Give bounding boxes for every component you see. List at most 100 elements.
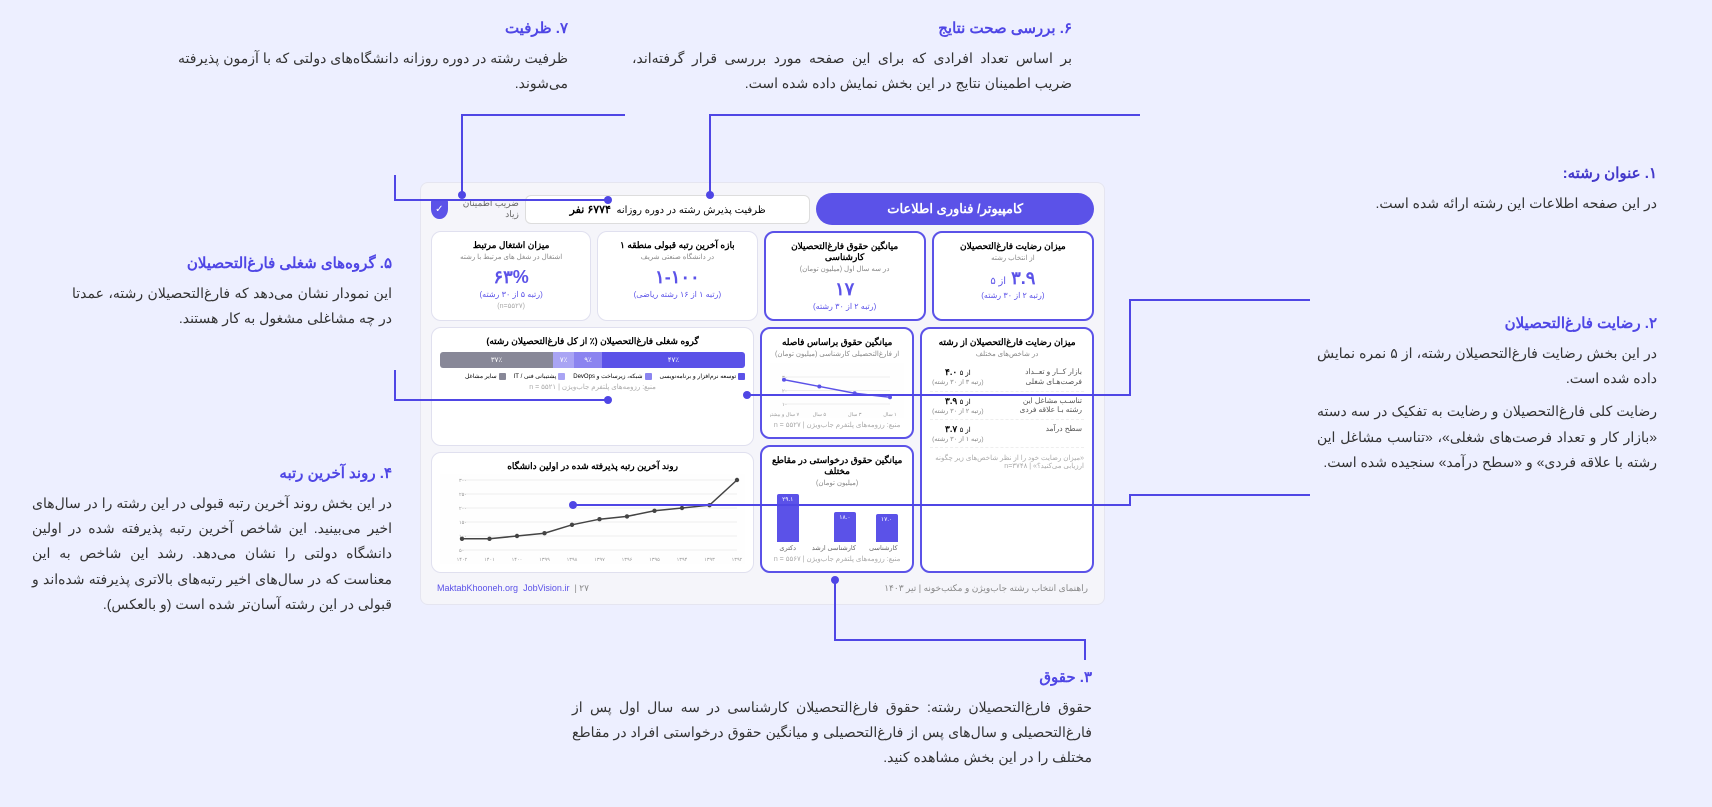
annotation-7-body: ظرفیت رشته در دوره روزانه دانشگاه‌های دو…	[178, 46, 568, 96]
annotation-7-title: ۷. ظرفیت	[178, 15, 568, 42]
svg-text:۱۳۹۸: ۱۳۹۸	[567, 557, 578, 563]
annotation-3-body: حقوق فارغ‌التحصیلان رشته: حقوق فارغ‌التح…	[572, 695, 1092, 771]
footer-link-maktab[interactable]: MaktabKhooneh.org	[437, 583, 518, 593]
svg-text:۱۰: ۱۰	[782, 402, 787, 408]
svg-text:۲۰: ۲۰	[782, 389, 787, 395]
annotation-2-title: ۲. رضایت فارغ‌التحصیلان	[1317, 310, 1657, 337]
annotation-1-body: در این صفحه اطلاعات این رشته ارائه شده ا…	[1342, 191, 1657, 216]
kpi-rank-rank: (رتبه ۱ از ۱۶ رشته ریاضی)	[606, 290, 748, 299]
trend-title: روند آخرین رتبه پذیرفته شده در اولین دان…	[440, 461, 745, 472]
svg-text:۲۵۰: ۲۵۰	[459, 492, 467, 498]
jobs-foot: منبع: رزومه‌های پلتفرم جاب‌ویژن | ۵۵۲۱ =…	[440, 383, 745, 391]
svg-text:۲۰۰: ۲۰۰	[459, 506, 467, 512]
kpi-salary-rank: (رتبه ۲ از ۳۰ رشته)	[774, 302, 916, 311]
svg-text:۵ سال: ۵ سال	[813, 412, 827, 418]
kpi-salary: میانگین حقوق فارغ‌التحصیلان کارشناسی در …	[764, 231, 926, 321]
capacity-label: ظرفیت پذیرش رشته در دوره روزانه	[617, 205, 766, 216]
salary-bar: ۱۷.۰کارشناسی	[869, 514, 897, 552]
jobs-stacked: ۴۷٪۹٪۷٪۳۷٪	[440, 352, 745, 368]
job-segment: ۹٪	[574, 352, 601, 368]
svg-text:۳ سال: ۳ سال	[848, 412, 862, 418]
annotation-4: ۴. روند آخرین رتبه در این بخش روند آخرین…	[32, 460, 392, 617]
kpi-rank-val: ۱-۱۰۰	[606, 267, 748, 288]
svg-text:۱۴۰۱: ۱۴۰۱	[484, 557, 495, 563]
svg-text:۱۳۹۶: ۱۳۹۶	[622, 557, 633, 563]
svg-text:۳۰۰: ۳۰۰	[459, 478, 467, 484]
salary-time-chart: میانگین حقوق براساس فاصله از فارغ‌التحصی…	[760, 327, 914, 439]
kpi-rank-sub: در دانشگاه صنعتی شریف	[606, 253, 748, 261]
salary-bars: ۱۷.۰کارشناسی۱۸.۰کارشناسی ارشد۲۹.۱دکتری	[770, 492, 904, 552]
salary-time-title: میانگین حقوق براساس فاصله	[770, 337, 904, 348]
annotation-3-title: ۳. حقوق	[572, 664, 1092, 691]
capacity-value: ۶۷۷۴ نفر	[570, 204, 611, 216]
sat-row: تناسـب مشاغل این رشته بـا علاقه فردی ۳.۹…	[930, 392, 1084, 421]
shield-icon: ✓	[431, 199, 448, 219]
dashboard: کامپیوتر/ فناوری اطلاعات ظرفیت پذیرش رشت…	[420, 182, 1105, 605]
kpi-rank: بازه آخرین رتبه قبولی منطقه ۱ در دانشگاه…	[597, 231, 757, 321]
salary-time-foot: منبع: رزومه‌های پلتفرم جاب‌ویژن | ۵۵۲۷ =…	[770, 421, 904, 429]
kpi-emp-val: ۶۳%	[440, 267, 582, 288]
svg-text:۱۳۹۷: ۱۳۹۷	[594, 557, 605, 563]
footer-link-jobvision[interactable]: JobVision.ir	[523, 583, 569, 593]
job-segment: ۷٪	[553, 352, 574, 368]
kpi-emp-rank: (رتبه ۵ از ۳۰ رشته)	[440, 290, 582, 299]
kpi-employment: میزان اشتغال مرتبط اشتغال در شغل های مرت…	[431, 231, 591, 321]
kpi-salary-val: ۱۷	[774, 279, 916, 300]
kpi-emp-foot: (n=۵۵۲۷)	[440, 302, 582, 310]
annotation-4-body: در این بخش روند آخرین رتبه قبولی در این …	[32, 491, 392, 617]
trust-badge: ضریب اطمینان زیاد ✓	[431, 198, 519, 220]
footer-right: راهنمای انتخاب رشته جاب‌ویژن و مکتب‌خونه…	[884, 583, 1088, 594]
kpi-satisfaction: میزان رضایت فارغ‌التحصیلان از انتخاب رشت…	[932, 231, 1094, 321]
svg-text:۷ سال و بیشتر: ۷ سال و بیشتر	[770, 412, 799, 418]
annotation-6-body: بر اساس تعداد افرادی که برای این صفحه مو…	[632, 46, 1072, 96]
job-segment: ۳۷٪	[440, 352, 553, 368]
sat-row: سطح درآمد ۳.۷ از ۵ (رتبه ۱ از ۳۰ رشته)	[930, 420, 1084, 448]
annotation-1: ۱. عنوان رشته: در این صفحه اطلاعات این ر…	[1342, 160, 1657, 216]
sat-row: بازار کــار و تعــداد فرصت‌هـای شغلی ۴.۰…	[930, 363, 1084, 392]
kpi-emp-title: میزان اشتغال مرتبط	[440, 240, 582, 251]
kpi-emp-sub: اشتغال در شغل های مرتبط با رشته	[440, 253, 582, 261]
svg-text:۱۳۹۳: ۱۳۹۳	[704, 557, 715, 563]
svg-text:۱۴۰۰: ۱۴۰۰	[512, 557, 523, 563]
job-segment: ۴۷٪	[602, 352, 745, 368]
jobs-title: گروه شغلی فارغ‌التحصیلان (٪ از کل فارغ‌ا…	[440, 336, 745, 347]
svg-text:۱۴۰۲: ۱۴۰۲	[457, 557, 468, 563]
annotation-5-body: این نمودار نشان می‌دهد که فارغ‌التحصیلان…	[72, 281, 392, 331]
svg-text:۵۰: ۵۰	[459, 548, 464, 554]
annotation-2-body2: رضایت کلی فارغ‌التحصیلان و رضایت به تفکی…	[1317, 399, 1657, 475]
legend-item: پشتیبانی فنی / IT	[514, 373, 566, 380]
annotation-3: ۳. حقوق حقوق فارغ‌التحصیلان رشته: حقوق ف…	[572, 664, 1092, 771]
rank-trend-chart: روند آخرین رتبه پذیرفته شده در اولین دان…	[431, 452, 754, 573]
jobs-legend: توسعه نرم‌افزار و برنامه‌نویسی شبکه، زیرس…	[440, 373, 745, 380]
annotation-2: ۲. رضایت فارغ‌التحصیلان در این بخش رضایت…	[1317, 310, 1657, 475]
annotation-6: ۶. بررسی صحت نتایج بر اساس تعداد افرادی …	[632, 15, 1072, 96]
kpi-salary-title: میانگین حقوق فارغ‌التحصیلان کارشناسی	[774, 241, 916, 263]
footer-left: MaktabKhooneh.org JobVision.ir | ۲۷	[437, 583, 589, 594]
legend-item: سایر مشاغل	[465, 373, 506, 380]
annotation-4-title: ۴. روند آخرین رتبه	[32, 460, 392, 487]
sat-detail-foot: «‫میزان رضایت خود را از نظر شاخص‌های زیر…	[930, 454, 1084, 470]
sat-rows: بازار کــار و تعــداد فرصت‌هـای شغلی ۴.۰…	[930, 363, 1084, 448]
capacity-box: ظرفیت پذیرش رشته در دوره روزانه ۶۷۷۴ نفر	[525, 195, 811, 224]
legend-item: توسعه نرم‌افزار و برنامه‌نویسی	[660, 373, 746, 380]
annotation-2-body: در این بخش رضایت فارغ‌التحصیلان رشته، از…	[1317, 341, 1657, 391]
kpi-sat-sub: از انتخاب رشته	[942, 254, 1084, 262]
trust-label: ضریب اطمینان زیاد	[453, 198, 519, 220]
svg-text:۱۵۰: ۱۵۰	[459, 520, 467, 526]
annotation-5-title: ۵. گروه‌های شغلی فارغ‌التحصیلان	[72, 250, 392, 277]
svg-text:۱۳۹۲: ۱۳۹۲	[732, 557, 743, 563]
kpi-salary-sub: در سه سال اول (میلیون تومان)	[774, 265, 916, 273]
salary-level-sub: (میلیون تومان)	[770, 479, 904, 487]
svg-text:۱ سال: ۱ سال	[883, 412, 896, 418]
legend-item: شبکه، زیرساخت و DevOps	[573, 373, 651, 380]
salary-time-sub: از فارغ‌التحصیلی کارشناسی (میلیون تومان)	[770, 350, 904, 358]
salary-level-chart: میانگین حقوق درخواستی در مقاطع مختلف (می…	[760, 445, 914, 573]
salary-bar: ۲۹.۱دکتری	[777, 494, 799, 552]
kpi-sat-val: ۳.۹ از ۵	[942, 268, 1084, 289]
sat-detail: میزان رضایت فارغ‌التحصیلان از رشته در شا…	[920, 327, 1094, 573]
salary-level-title: میانگین حقوق درخواستی در مقاطع مختلف	[770, 455, 904, 477]
salary-time-area: ۱۰۲۰۳۰۱ سال۳ سال۵ سال۷ سال و بیشتر	[770, 363, 904, 418]
annotation-6-title: ۶. بررسی صحت نتایج	[632, 15, 1072, 42]
trend-area: ۵۰۱۰۰۱۵۰۲۰۰۲۵۰۳۰۰۱۳۹۲۱۳۹۳۱۳۹۴۱۳۹۵۱۳۹۶۱۳۹…	[440, 474, 745, 564]
jobs-chart: گروه شغلی فارغ‌التحصیلان (٪ از کل فارغ‌ا…	[431, 327, 754, 446]
